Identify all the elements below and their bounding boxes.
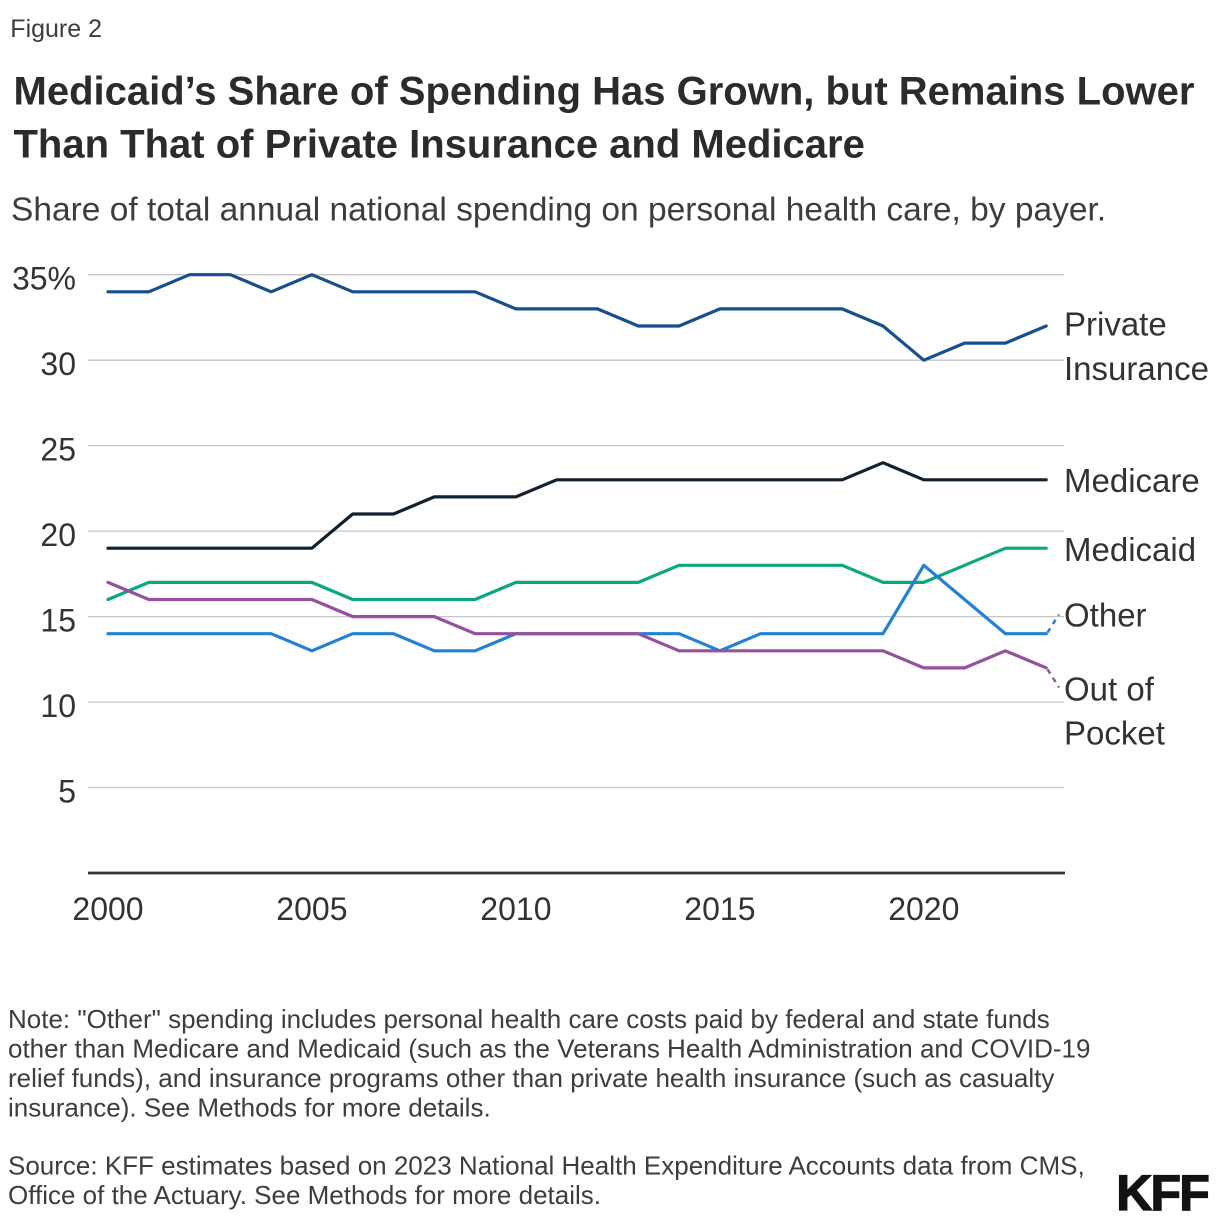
svg-text:35%: 35% — [12, 260, 76, 296]
svg-text:20: 20 — [40, 517, 76, 553]
svg-text:2000: 2000 — [72, 891, 143, 927]
svg-text:15: 15 — [40, 602, 76, 638]
svg-text:Medicare: Medicare — [1064, 462, 1200, 499]
svg-text:Medicaid: Medicaid — [1064, 531, 1196, 568]
svg-text:insurance). See Methods for mo: insurance). See Methods for more details… — [8, 1092, 491, 1122]
svg-text:Insurance: Insurance — [1064, 350, 1209, 387]
svg-text:Than That of Private Insurance: Than That of Private Insurance and Medic… — [14, 122, 865, 166]
svg-text:Out of: Out of — [1064, 670, 1155, 707]
svg-text:2005: 2005 — [276, 891, 347, 927]
svg-text:Note: "Other" spending include: Note: "Other" spending includes personal… — [8, 1004, 1050, 1034]
svg-text:30: 30 — [40, 346, 76, 382]
svg-text:Other: Other — [1064, 596, 1147, 633]
svg-text:10: 10 — [40, 688, 76, 724]
svg-text:other than Medicare and Medica: other than Medicare and Medicaid (such a… — [8, 1033, 1090, 1063]
svg-text:Medicaid’s Share of Spending H: Medicaid’s Share of Spending Has Grown, … — [14, 69, 1195, 113]
svg-text:Pocket: Pocket — [1064, 715, 1165, 752]
svg-text:25: 25 — [40, 431, 76, 467]
svg-text:Office of the Actuary. See Met: Office of the Actuary. See Methods for m… — [8, 1180, 601, 1210]
svg-text:5: 5 — [58, 773, 76, 809]
svg-text:2015: 2015 — [684, 891, 755, 927]
svg-text:relief funds), and insurance p: relief funds), and insurance programs ot… — [8, 1063, 1054, 1093]
svg-text:Figure 2: Figure 2 — [10, 15, 102, 43]
svg-text:2020: 2020 — [888, 891, 959, 927]
svg-text:Source: KFF estimates based on: Source: KFF estimates based on 2023 Nati… — [8, 1150, 1085, 1180]
svg-text:2010: 2010 — [480, 891, 551, 927]
svg-text:KFF: KFF — [1116, 1165, 1208, 1221]
svg-text:Share of total annual national: Share of total annual national spending … — [11, 191, 1106, 228]
svg-text:Private: Private — [1064, 306, 1167, 343]
